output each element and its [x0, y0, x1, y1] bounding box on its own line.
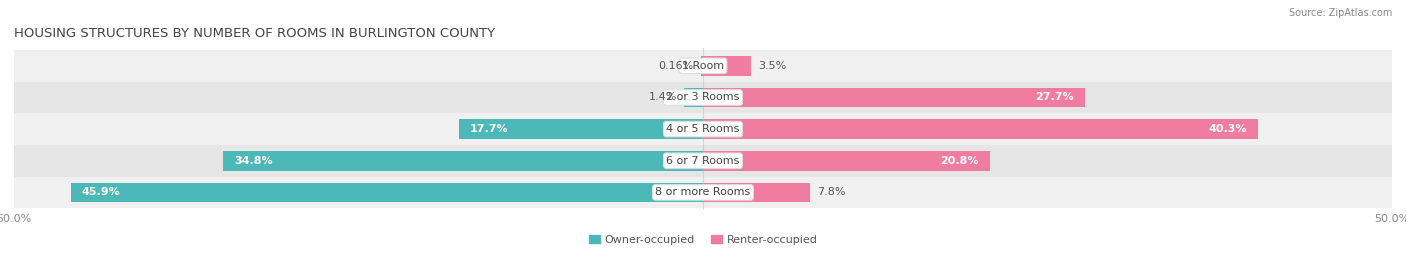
Bar — [460, 119, 703, 139]
Text: 27.7%: 27.7% — [1035, 93, 1074, 102]
Bar — [14, 176, 1392, 208]
Bar — [14, 113, 1392, 145]
Bar — [703, 119, 1258, 139]
Text: 7.8%: 7.8% — [817, 187, 846, 197]
Bar — [14, 50, 1392, 82]
Text: 0.16%: 0.16% — [658, 61, 695, 71]
Legend: Owner-occupied, Renter-occupied: Owner-occupied, Renter-occupied — [589, 235, 817, 245]
Text: 6 or 7 Rooms: 6 or 7 Rooms — [666, 156, 740, 166]
Text: 3.5%: 3.5% — [758, 61, 786, 71]
Text: 17.7%: 17.7% — [470, 124, 509, 134]
Bar — [14, 145, 1392, 176]
Text: HOUSING STRUCTURES BY NUMBER OF ROOMS IN BURLINGTON COUNTY: HOUSING STRUCTURES BY NUMBER OF ROOMS IN… — [14, 27, 495, 40]
Bar — [683, 88, 703, 107]
Text: 1 Room: 1 Room — [682, 61, 724, 71]
Bar — [14, 82, 1392, 113]
Text: 4 or 5 Rooms: 4 or 5 Rooms — [666, 124, 740, 134]
Text: 2 or 3 Rooms: 2 or 3 Rooms — [666, 93, 740, 102]
Bar — [703, 151, 990, 171]
Text: 1.4%: 1.4% — [648, 93, 676, 102]
Bar — [703, 88, 1084, 107]
Bar — [700, 56, 703, 76]
Bar — [703, 56, 751, 76]
Text: 20.8%: 20.8% — [941, 156, 979, 166]
Text: 34.8%: 34.8% — [235, 156, 273, 166]
Bar — [703, 183, 810, 202]
Text: 45.9%: 45.9% — [82, 187, 121, 197]
Text: 8 or more Rooms: 8 or more Rooms — [655, 187, 751, 197]
Text: 40.3%: 40.3% — [1209, 124, 1247, 134]
Text: Source: ZipAtlas.com: Source: ZipAtlas.com — [1288, 8, 1392, 18]
Bar — [70, 183, 703, 202]
Bar — [224, 151, 703, 171]
